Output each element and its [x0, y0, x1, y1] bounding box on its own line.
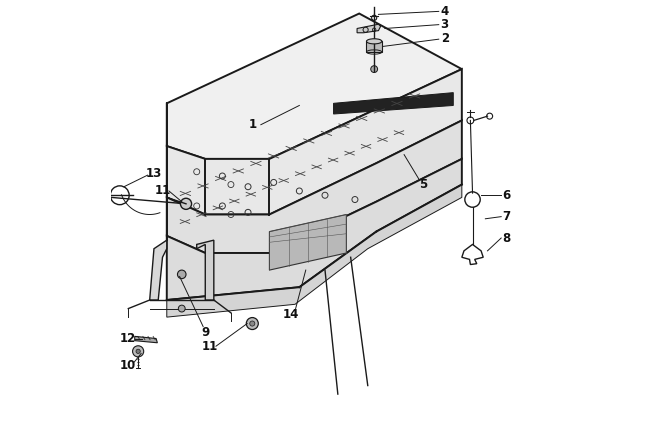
Text: 9: 9 [201, 326, 209, 338]
Polygon shape [135, 336, 157, 343]
Polygon shape [197, 240, 214, 300]
Text: 2: 2 [441, 32, 448, 45]
Text: 3: 3 [441, 18, 448, 31]
Text: 1: 1 [248, 118, 256, 131]
Circle shape [181, 198, 192, 209]
Text: 13: 13 [146, 167, 162, 180]
Circle shape [177, 270, 186, 279]
Ellipse shape [367, 39, 382, 44]
Text: 11: 11 [202, 340, 218, 353]
Text: 10: 10 [120, 359, 136, 372]
Text: 11: 11 [155, 184, 171, 197]
Polygon shape [167, 69, 462, 214]
Text: 5: 5 [419, 178, 428, 191]
Polygon shape [167, 159, 462, 300]
Text: 4: 4 [441, 5, 449, 18]
Polygon shape [150, 240, 167, 300]
Circle shape [370, 66, 378, 73]
Text: 6: 6 [502, 189, 511, 202]
Text: 12: 12 [120, 332, 136, 345]
Text: 14: 14 [283, 308, 299, 321]
Polygon shape [367, 41, 382, 52]
Polygon shape [357, 24, 381, 33]
Text: 8: 8 [502, 232, 511, 245]
Polygon shape [333, 93, 453, 114]
Polygon shape [167, 14, 462, 159]
Circle shape [136, 349, 140, 353]
Text: 7: 7 [502, 210, 511, 223]
Circle shape [178, 305, 185, 312]
Circle shape [246, 317, 258, 329]
Circle shape [133, 346, 144, 357]
Circle shape [250, 321, 255, 326]
Polygon shape [269, 214, 346, 270]
Polygon shape [167, 184, 462, 317]
Polygon shape [167, 121, 462, 253]
